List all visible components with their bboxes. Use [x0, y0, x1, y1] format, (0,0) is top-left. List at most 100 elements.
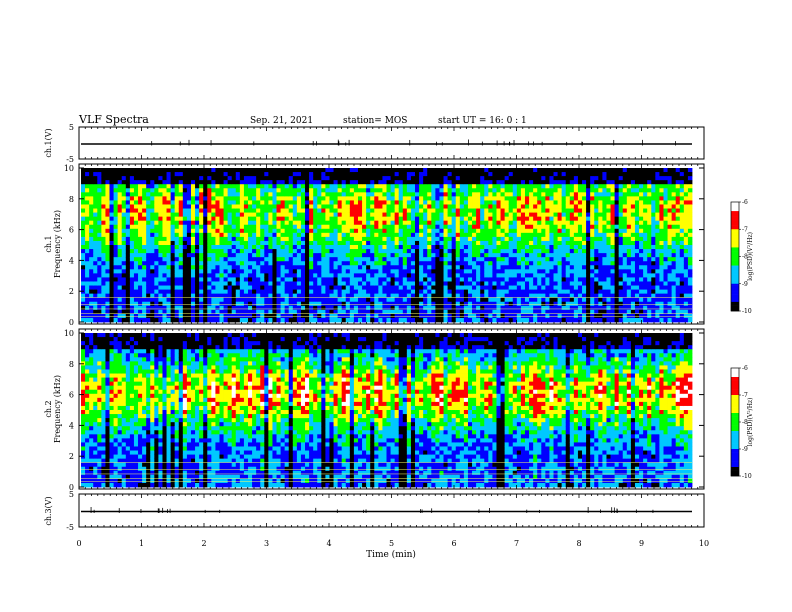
spectrogram-cell	[480, 204, 485, 209]
spectrogram-cell	[529, 180, 534, 185]
spectrogram-cell	[300, 236, 306, 242]
spectrogram-cell	[378, 224, 383, 230]
spectrogram-cell	[402, 257, 408, 262]
spectrogram-cell	[443, 301, 448, 307]
spectrogram-cell	[357, 200, 363, 205]
spectrogram-cell	[300, 240, 306, 246]
spectrogram-cell	[235, 257, 241, 262]
spectrogram-cell	[296, 168, 302, 173]
spectrogram-cell	[227, 180, 233, 185]
spectrogram-cell	[186, 253, 192, 258]
spectrogram-cell	[300, 200, 306, 205]
spectrogram-cell	[488, 309, 493, 315]
spectrogram-cell	[329, 269, 334, 274]
spectrogram-cell	[207, 301, 212, 307]
spectrogram-cell	[89, 281, 94, 286]
spectrogram-cell	[467, 240, 473, 246]
spectrogram-cell	[158, 172, 163, 177]
spectrogram-cell	[195, 224, 200, 230]
spectrogram-cell	[195, 313, 200, 319]
spectrogram-cell	[374, 253, 379, 258]
spectrogram-cell	[443, 245, 448, 250]
spectrogram-cell	[455, 188, 461, 193]
spectrogram-cell	[508, 172, 514, 177]
spectrogram-cell	[382, 188, 387, 193]
spectrogram-cell	[390, 180, 396, 185]
spectrogram-cell	[256, 305, 261, 311]
spectrogram-cell	[496, 297, 501, 303]
spectrogram-cell	[129, 301, 135, 307]
spectrogram-cell	[235, 261, 241, 266]
spectrogram-cell	[382, 176, 387, 181]
spectrogram-cell	[386, 168, 391, 173]
spectrogram-cell	[557, 309, 563, 315]
spectrogram-cell	[455, 309, 461, 315]
spectrogram-cell	[423, 232, 428, 238]
spectrogram-cell	[186, 188, 192, 193]
spectrogram-cell	[443, 269, 448, 274]
spectrogram-cell	[325, 293, 330, 299]
spectrogram-cell	[211, 309, 216, 315]
spectrogram-cell	[569, 204, 575, 209]
spectrogram-cell	[97, 232, 102, 238]
spectrogram-cell	[150, 224, 155, 230]
spectrogram-cell	[260, 249, 265, 254]
spectrogram-cell	[166, 285, 172, 290]
spectrogram-cell	[113, 196, 119, 201]
spectrogram-cell	[284, 228, 290, 234]
spectrogram-cell	[476, 269, 481, 274]
spectrogram-cell	[113, 289, 119, 295]
spectrogram-cell	[300, 309, 306, 315]
spectrogram-cell	[288, 257, 294, 262]
spectrogram-cell	[524, 281, 530, 286]
spectrogram-cell	[182, 216, 188, 222]
spectrogram-cell	[158, 253, 163, 258]
spectrogram-cell	[190, 200, 196, 205]
spectrogram-cell	[447, 172, 453, 177]
spectrogram-cell	[158, 245, 163, 250]
spectrogram-cell	[349, 240, 355, 246]
spectrogram-cell	[268, 240, 273, 246]
spectrogram-cell	[268, 224, 273, 230]
spectrogram-cell	[101, 180, 106, 185]
spectrogram-cell	[537, 184, 542, 189]
spectrogram-cell	[516, 204, 522, 209]
spectrogram-cell	[353, 236, 359, 242]
spectrogram-cell	[500, 228, 506, 234]
spectrogram-cell	[81, 220, 86, 226]
spectrogram-cell	[472, 204, 477, 209]
spectrogram-cell	[162, 269, 167, 274]
spectrogram-cell	[435, 305, 440, 311]
spectrogram-cell	[292, 273, 298, 278]
spectrogram-cell	[325, 188, 330, 193]
spectrogram-cell	[341, 313, 347, 319]
spectrogram-cell	[447, 289, 453, 295]
spectrogram-cell	[313, 236, 318, 242]
spectrogram-cell	[533, 176, 538, 181]
spectrogram-cell	[142, 240, 147, 246]
spectrogram-cell	[508, 232, 514, 238]
spectrogram-cell	[89, 216, 94, 222]
spectrogram-cell	[492, 249, 497, 254]
spectrogram-cell	[366, 232, 371, 238]
spectrogram-cell	[215, 269, 220, 274]
spectrogram-cell	[325, 168, 330, 173]
spectrogram-cell	[166, 289, 172, 295]
spectrogram-cell	[85, 200, 90, 205]
spectrogram-cell	[248, 273, 253, 278]
spectrogram-cell	[537, 208, 542, 213]
spectrogram-cell	[121, 176, 127, 181]
spectrogram-cell	[174, 232, 180, 238]
spectrogram-cell	[182, 188, 188, 193]
spectrogram-cell	[162, 253, 167, 258]
spectrogram-cell	[268, 208, 273, 213]
spectrogram-cell	[333, 297, 339, 303]
spectrogram-cell	[288, 208, 294, 213]
spectrogram-cell	[504, 196, 510, 201]
spectrogram-cell	[142, 277, 147, 282]
spectrogram-cell	[235, 313, 241, 319]
spectrogram-cell	[370, 253, 375, 258]
spectrogram-cell	[435, 200, 440, 205]
spectrogram-cell	[89, 265, 94, 270]
spectrogram-cell	[455, 269, 461, 274]
